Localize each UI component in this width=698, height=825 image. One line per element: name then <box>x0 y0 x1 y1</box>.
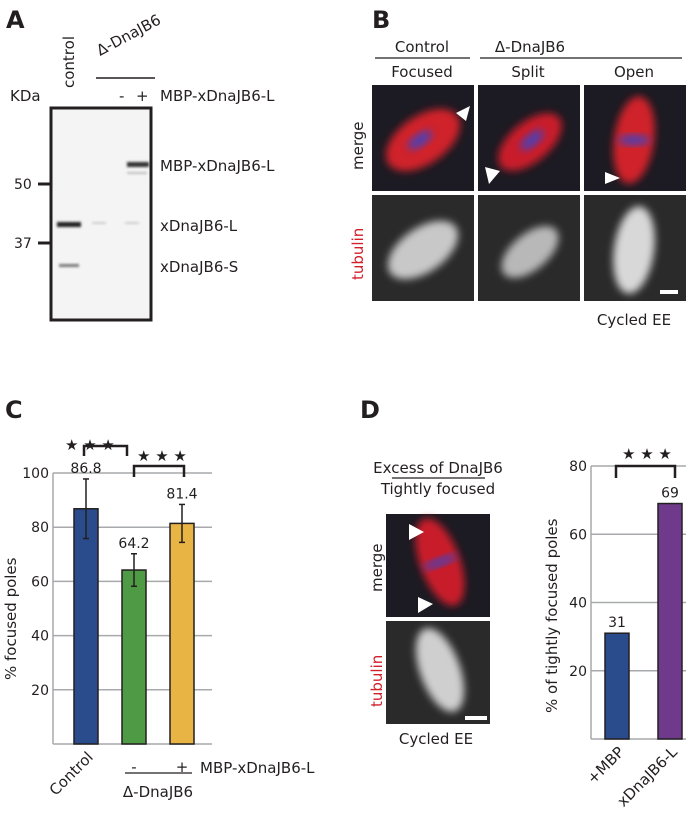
band-label: xDnaJB6-L <box>160 217 238 235</box>
units-label: KDa <box>10 87 41 105</box>
row-tubulin: tubulin <box>349 228 367 280</box>
western-blot <box>49 106 153 322</box>
panel-letter: C <box>5 396 23 424</box>
data-label: 69 <box>661 486 679 502</box>
y-axis-label: % of tightly focused poles <box>543 518 561 713</box>
group-label: Δ-DnaJB6 <box>93 11 163 60</box>
data-label: 31 <box>608 615 626 631</box>
panel-d: D Excess of DnaJB6 Tightly focused merge… <box>360 396 686 810</box>
micrograph-tubulin-focused <box>372 195 474 301</box>
x-tick-label: +MBP <box>583 743 627 787</box>
row-merge: merge <box>349 122 367 171</box>
micrograph-merge-focused <box>372 85 474 191</box>
arrowhead-icon <box>456 106 470 121</box>
blot-bands <box>57 162 149 267</box>
column-open: Open <box>614 63 654 81</box>
scale-bar <box>660 290 678 294</box>
y-tick-label: 80 <box>31 520 49 536</box>
chart-focused-poles: 20 40 60 80 100 86.8 Control 64.2 - 81.4 + <box>22 461 212 799</box>
panel-letter: A <box>6 6 25 34</box>
caption: Cycled EE <box>597 311 671 329</box>
significance-bracket <box>82 444 129 456</box>
y-tick-label: 100 <box>22 466 49 482</box>
arrowhead-icon <box>605 172 620 184</box>
group-control: Control <box>395 38 449 56</box>
panel-letter: B <box>372 6 390 34</box>
significance-stars: ★ ★ ★ <box>137 447 187 465</box>
group-delta: Δ-DnaJB6 <box>495 38 565 56</box>
title-line2: Tightly focused <box>380 480 495 498</box>
y-tick-label: 20 <box>569 664 587 680</box>
caption: Cycled EE <box>399 730 473 748</box>
arrowhead-icon <box>409 524 424 540</box>
lane-plus: + <box>136 87 149 105</box>
bar <box>657 502 683 740</box>
x-tick-label: Control <box>46 748 97 799</box>
bar <box>169 522 195 745</box>
micrograph-merge-split <box>478 85 580 191</box>
row-merge: merge <box>368 544 386 593</box>
scale-bar <box>465 716 487 720</box>
y-axis-label: % focused poles <box>2 557 20 680</box>
lane-minus: - <box>119 87 124 105</box>
micrograph-merge-open <box>584 85 686 191</box>
data-label: 64.2 <box>118 536 149 552</box>
y-tick-label: 20 <box>31 683 49 699</box>
panel-b: B Control Δ-DnaJB6 Focused Split Open me… <box>349 6 686 329</box>
band-label: MBP-xDnaJB6-L <box>160 157 275 175</box>
micrograph-tubulin-open <box>584 195 686 301</box>
bar <box>604 632 630 740</box>
significance-stars: ★ ★ ★ <box>622 445 672 463</box>
y-tick-label: 60 <box>569 527 587 543</box>
micrograph-merge <box>386 514 490 617</box>
row-tubulin: tubulin <box>368 655 386 707</box>
column-focused: Focused <box>391 63 453 81</box>
panel-a: A control Δ-DnaJB6 KDa - + MBP-xDnaJB6-L… <box>6 6 275 322</box>
significance-bracket <box>132 464 186 477</box>
column-split: Split <box>511 63 544 81</box>
arrowhead-icon <box>418 597 433 613</box>
panel-letter: D <box>360 396 380 424</box>
x-tick-label: - <box>131 758 136 776</box>
marker-50: 50 <box>14 177 32 193</box>
significance-bracket <box>614 464 677 478</box>
x-tick-label: + <box>176 758 189 776</box>
band-label: xDnaJB6-S <box>160 258 238 276</box>
data-label: 81.4 <box>166 486 197 502</box>
bar <box>73 508 99 745</box>
y-tick-label: 40 <box>31 629 49 645</box>
y-tick-label: 40 <box>569 596 587 612</box>
treatment-label: MBP-xDnaJB6-L <box>200 759 315 777</box>
y-tick-label: 60 <box>31 574 49 590</box>
lane-label-control: control <box>60 36 78 88</box>
data-label: 86.8 <box>70 461 101 477</box>
micrograph-tubulin <box>386 621 490 724</box>
panel-c: C 20 40 60 80 100 86.8 Control 64.2 - 81.4 + % foc… <box>2 396 315 801</box>
title-line1: Excess of DnaJB6 <box>373 459 503 477</box>
bar <box>121 569 147 745</box>
group-label: Δ-DnaJB6 <box>123 783 193 801</box>
arrowhead-icon <box>485 167 500 184</box>
construct-label: MBP-xDnaJB6-L <box>160 87 275 105</box>
y-tick-label: 80 <box>569 459 587 475</box>
micrograph-tubulin-split <box>478 195 580 301</box>
marker-37: 37 <box>14 236 32 252</box>
